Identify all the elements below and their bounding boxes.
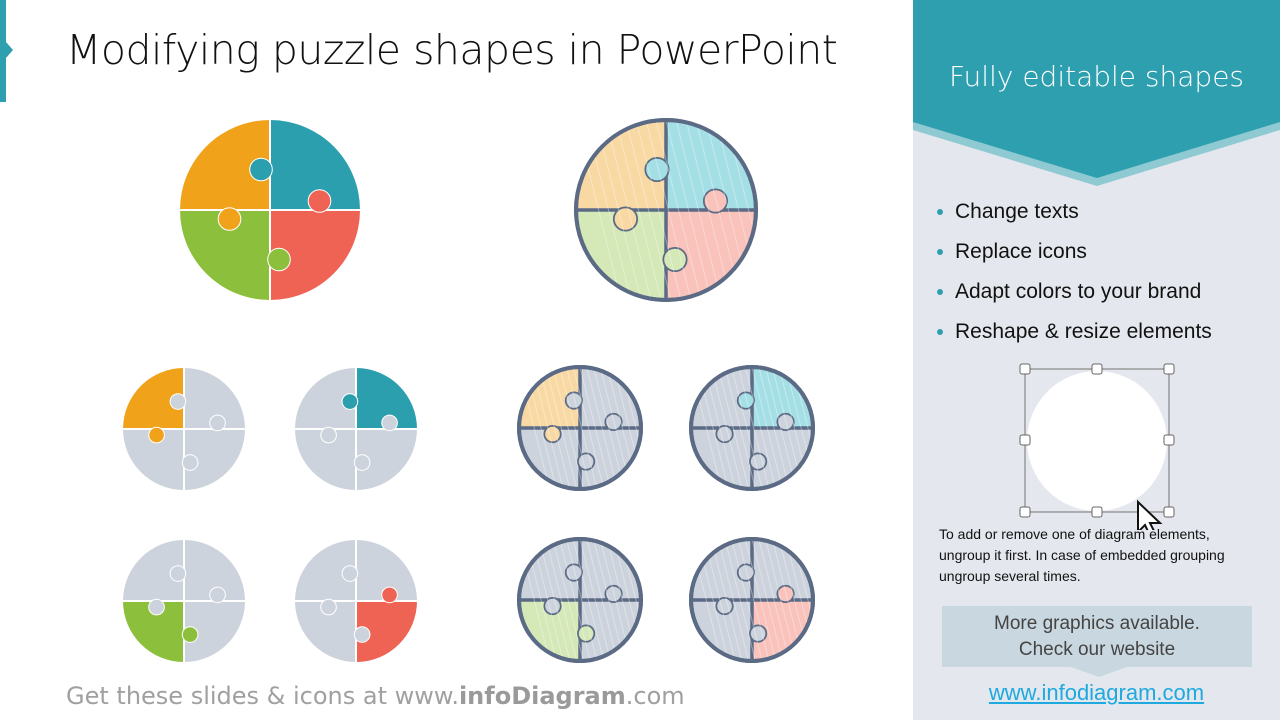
feature-list: Change texts Replace icons Adapt colors … — [935, 198, 1212, 358]
puzzle-piece-top-right — [184, 540, 245, 601]
puzzle-piece-bottom-left — [123, 429, 184, 490]
puzzle-piece-top-right — [580, 539, 641, 600]
puzzle-piece-bottom-left — [691, 428, 752, 489]
feature-item: Adapt colors to your brand — [935, 278, 1212, 318]
puzzle-piece-top-right — [184, 368, 245, 429]
more-line-2: Check our website — [1018, 639, 1176, 660]
banner-shape — [913, 0, 1280, 186]
puzzle-piece-top-right — [752, 367, 813, 428]
puzzle-piece-bottom-right — [270, 210, 360, 300]
puzzle-piece-bottom-left — [519, 428, 580, 489]
puzzle-solid-large — [180, 120, 360, 300]
puzzle-piece-top-right — [356, 540, 417, 601]
puzzle-piece-top-left — [180, 120, 270, 210]
feature-item: Reshape & resize elements — [935, 318, 1212, 358]
accent-marker — [6, 42, 13, 58]
puzzle-piece-bottom-right — [580, 600, 641, 661]
puzzle-piece-bottom-left — [123, 601, 184, 662]
puzzle-solid-small — [123, 540, 245, 662]
puzzle-piece-top-right — [752, 539, 813, 600]
puzzle-piece-bottom-right — [666, 210, 756, 300]
puzzle-piece-bottom-left — [576, 210, 666, 300]
puzzle-piece-top-left — [691, 367, 752, 428]
puzzle-piece-bottom-right — [752, 600, 813, 661]
puzzle-piece-top-right — [270, 120, 360, 210]
puzzle-piece-top-left — [123, 368, 184, 429]
puzzle-piece-top-right — [580, 367, 641, 428]
side-panel: Fully editable shapes Change texts Repla… — [913, 0, 1280, 720]
page-title: Modifying puzzle shapes in PowerPoint — [66, 26, 838, 74]
puzzle-piece-top-right — [666, 120, 756, 210]
puzzle-solid-small — [123, 368, 245, 490]
puzzle-piece-bottom-right — [752, 428, 813, 489]
more-box-pointer — [1071, 667, 1127, 677]
puzzle-piece-bottom-left — [295, 429, 356, 490]
puzzle-sketch-large — [574, 118, 792, 302]
puzzle-sketch-small — [517, 537, 666, 663]
mouse-cursor-icon — [1137, 499, 1163, 530]
banner-title: Fully editable shapes — [948, 60, 1245, 93]
puzzle-piece-top-left — [519, 539, 580, 600]
puzzle-piece-top-right — [356, 368, 417, 429]
puzzle-piece-top-left — [123, 540, 184, 601]
puzzle-piece-bottom-right — [356, 429, 417, 490]
puzzle-piece-bottom-right — [184, 429, 245, 490]
puzzle-sketch-small — [689, 365, 838, 491]
puzzle-piece-top-left — [295, 540, 356, 601]
footer-suffix: .com — [625, 682, 685, 710]
accent-bar — [0, 0, 6, 102]
puzzle-piece-top-left — [295, 368, 356, 429]
ungroup-note: To add or remove one of diagram elements… — [939, 526, 1225, 584]
selection-handles-icon — [1019, 363, 1175, 530]
puzzle-piece-top-left — [519, 367, 580, 428]
puzzle-piece-bottom-left — [295, 601, 356, 662]
footer-prefix: Get these slides & icons at www. — [66, 682, 459, 710]
puzzle-sketch-small — [517, 365, 666, 491]
puzzle-piece-bottom-left — [691, 600, 752, 661]
puzzle-sketch-small — [689, 537, 838, 663]
puzzle-piece-bottom-right — [580, 428, 641, 489]
puzzle-piece-top-left — [576, 120, 666, 210]
feature-item: Change texts — [935, 198, 1212, 238]
website-link[interactable]: www.infodiagram.com — [988, 680, 1205, 705]
puzzle-piece-bottom-left — [180, 210, 270, 300]
more-graphics-box: More graphics available. Check our websi… — [942, 606, 1252, 667]
puzzle-piece-bottom-right — [356, 601, 417, 662]
puzzle-piece-top-left — [691, 539, 752, 600]
footer-brand: infoDiagram — [458, 682, 626, 710]
puzzle-diagrams — [123, 118, 838, 663]
puzzle-solid-small — [295, 368, 417, 490]
puzzle-solid-small — [295, 540, 417, 662]
puzzle-piece-bottom-right — [184, 601, 245, 662]
footer: Get these slides & icons at www.infoDiag… — [66, 682, 685, 710]
feature-item: Replace icons — [935, 238, 1212, 278]
puzzle-piece-bottom-left — [519, 600, 580, 661]
more-line-1: More graphics available. — [994, 613, 1200, 634]
